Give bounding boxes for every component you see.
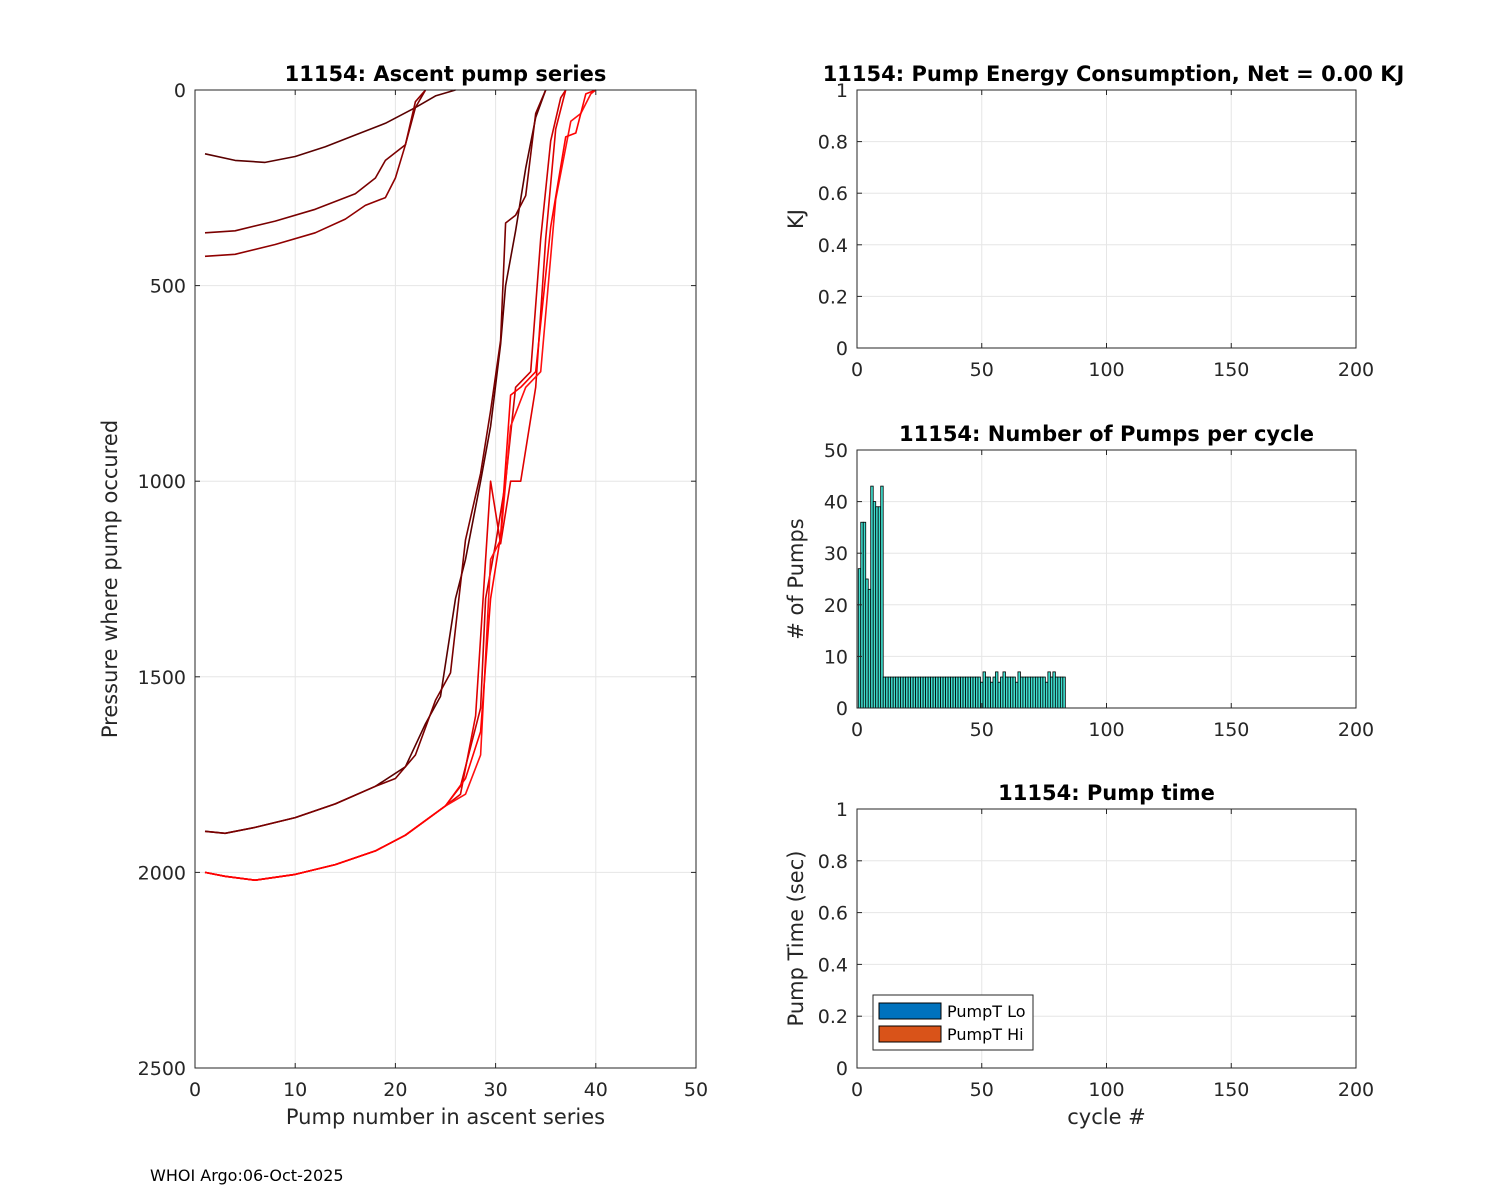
x-tick-label: 0	[851, 719, 863, 741]
chart-title: 11154: Ascent pump series	[285, 62, 607, 86]
y-axis-label: # of Pumps	[784, 518, 808, 640]
series-line-5	[204, 89, 547, 835]
series-line-1	[204, 89, 456, 164]
y-tick-label: 1000	[138, 471, 186, 493]
x-tick-label: 150	[1213, 359, 1249, 381]
y-tick-label: 30	[824, 543, 848, 565]
chart-title: 11154: Number of Pumps per cycle	[899, 422, 1314, 446]
legend-label: PumpT Hi	[947, 1025, 1024, 1044]
series-line-3	[204, 89, 427, 258]
y-tick-label: 0.6	[818, 183, 848, 205]
y-tick-label: 2500	[138, 1058, 186, 1080]
bar	[880, 485, 884, 709]
chart-pumps: 0 50 100 150 200 0 10 20 30 40 50 11154: Number of …	[784, 422, 1374, 741]
y-tick-label: 40	[824, 492, 848, 514]
y-tick-label: 0.2	[818, 286, 848, 308]
y-tick-label: 0	[836, 1058, 848, 1080]
y-tick-label: 50	[824, 440, 848, 462]
y-tick-label: 20	[824, 595, 848, 617]
footer-text: WHOI Argo:06-Oct-2025	[150, 1166, 344, 1185]
bar	[1062, 676, 1066, 709]
x-tick-label: 50	[684, 1079, 708, 1101]
y-axis-label: Pump Time (sec)	[784, 851, 808, 1027]
x-tick-label: 50	[970, 719, 994, 741]
y-tick-label: 10	[824, 646, 848, 668]
legend-label: PumpT Lo	[947, 1002, 1026, 1021]
chart-title: 11154: Pump Energy Consumption, Net = 0.…	[823, 62, 1405, 86]
x-axis-label: Pump number in ascent series	[286, 1105, 605, 1129]
y-tick-label: 2000	[138, 862, 186, 884]
x-tick-label: 0	[189, 1079, 201, 1101]
x-tick-label: 50	[970, 1079, 994, 1101]
x-tick-label: 50	[970, 359, 994, 381]
x-tick-label: 100	[1088, 359, 1124, 381]
y-tick-label: 0.8	[818, 132, 848, 154]
x-tick-label: 200	[1338, 1079, 1374, 1101]
x-tick-label: 100	[1088, 719, 1124, 741]
y-axis-label: Pressure where pump occured	[98, 420, 122, 738]
x-tick-label: 30	[484, 1079, 508, 1101]
x-tick-label: 150	[1213, 1079, 1249, 1101]
plot-area	[195, 90, 696, 1068]
chart-pumptime: 0 50 100 150 200 0 0.2 0.4 0.6 0.8 1 11154: Pump ti…	[784, 781, 1374, 1129]
y-axis-label: KJ	[784, 209, 808, 229]
x-axis-label: cycle #	[1067, 1105, 1146, 1129]
y-tick-label: 0	[836, 338, 848, 360]
y-tick-label: 1	[836, 799, 848, 821]
y-tick-label: 0.4	[818, 954, 848, 976]
x-tick-label: 0	[851, 359, 863, 381]
legend: PumpT Lo PumpT Hi	[872, 994, 1034, 1051]
y-tick-label: 0.6	[818, 903, 848, 925]
y-tick-label: 1	[836, 80, 848, 102]
chart-title: 11154: Pump time	[998, 781, 1215, 805]
x-tick-label: 200	[1338, 359, 1374, 381]
y-tick-label: 0.4	[818, 235, 848, 257]
x-tick-label: 10	[283, 1079, 307, 1101]
y-tick-label: 0.8	[818, 851, 848, 873]
y-tick-label: 0	[836, 698, 848, 720]
x-tick-label: 200	[1338, 719, 1374, 741]
legend-swatch	[878, 1025, 942, 1043]
axes-box	[194, 89, 697, 1069]
x-tick-label: 150	[1213, 719, 1249, 741]
x-tick-label: 0	[851, 1079, 863, 1101]
legend-swatch	[878, 1002, 942, 1020]
y-tick-label: 1500	[138, 667, 186, 689]
x-tick-label: 40	[584, 1079, 608, 1101]
y-tick-label: 500	[150, 276, 186, 298]
x-tick-label: 20	[383, 1079, 407, 1101]
y-tick-label: 0	[174, 80, 186, 102]
series-line-9	[204, 89, 597, 882]
y-tick-label: 0.2	[818, 1006, 848, 1028]
x-tick-label: 100	[1088, 1079, 1124, 1101]
